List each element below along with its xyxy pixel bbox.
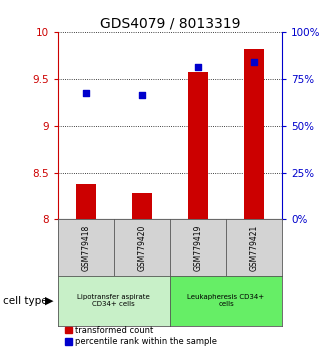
Bar: [188, 72, 208, 219]
Bar: [76, 184, 96, 219]
Bar: [244, 49, 264, 219]
Bar: [132, 193, 152, 219]
Point: [195, 64, 201, 69]
Text: Leukapheresis CD34+
cells: Leukapheresis CD34+ cells: [187, 295, 265, 307]
Title: GDS4079 / 8013319: GDS4079 / 8013319: [100, 17, 240, 31]
Text: GSM779419: GSM779419: [193, 224, 203, 271]
Point: [251, 59, 257, 65]
Text: GSM779420: GSM779420: [137, 224, 147, 271]
Text: cell type: cell type: [3, 296, 48, 306]
Text: GSM779421: GSM779421: [249, 225, 259, 271]
Point: [83, 90, 88, 96]
Legend: transformed count, percentile rank within the sample: transformed count, percentile rank withi…: [62, 322, 220, 350]
Text: Lipotransfer aspirate
CD34+ cells: Lipotransfer aspirate CD34+ cells: [78, 295, 150, 307]
Point: [139, 92, 145, 98]
Text: ▶: ▶: [45, 296, 53, 306]
Text: GSM779418: GSM779418: [81, 225, 90, 271]
